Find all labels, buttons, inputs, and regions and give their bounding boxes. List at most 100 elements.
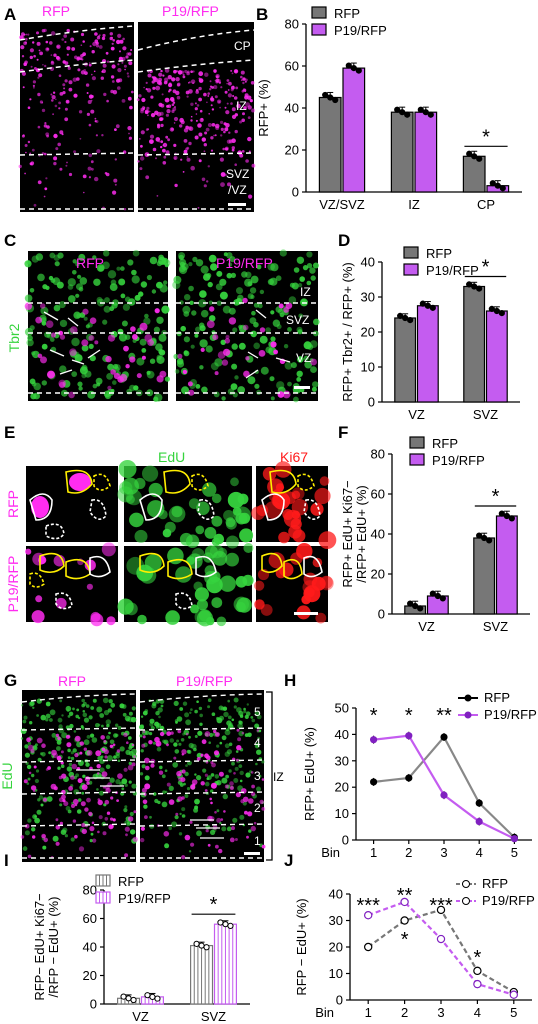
signal-dot	[139, 772, 144, 776]
signal-dot	[179, 812, 182, 816]
signal-dot	[234, 838, 238, 841]
x-tick-label: VZ	[408, 407, 425, 422]
signal-dot	[22, 86, 25, 89]
signal-dot	[70, 837, 75, 842]
signal-dot	[239, 324, 247, 333]
signal-dot	[138, 291, 144, 297]
signal-dot	[60, 750, 64, 754]
signal-dot	[59, 334, 66, 340]
data-point	[473, 966, 482, 976]
signal-dot	[196, 830, 202, 837]
signal-dot	[149, 732, 153, 736]
signal-dot	[50, 332, 57, 338]
signal-dot	[199, 339, 208, 348]
signal-dot	[72, 77, 78, 82]
signal-dot	[51, 99, 54, 102]
signal-dot	[237, 386, 246, 394]
signal-dot	[115, 754, 121, 759]
signal-dot	[168, 799, 175, 805]
signal-dot	[223, 252, 228, 257]
signal-dot	[166, 109, 171, 114]
signal-dot	[26, 338, 34, 347]
data-point	[407, 317, 414, 324]
data-point	[405, 774, 413, 782]
signal-dot	[33, 54, 36, 58]
signal-dot	[37, 798, 41, 802]
signal-dot	[21, 71, 26, 76]
signal-dot	[204, 131, 208, 135]
signal-dot	[82, 174, 87, 179]
signal-dot	[80, 32, 85, 37]
signal-dot	[29, 162, 33, 166]
signal-dot	[199, 722, 203, 726]
signal-dot	[124, 805, 128, 809]
signal-dot	[75, 714, 79, 719]
signal-dot	[23, 33, 26, 36]
signal-dot	[131, 762, 136, 767]
signal-dot	[194, 587, 209, 602]
signal-dot	[54, 104, 58, 108]
signal-dot	[260, 366, 269, 375]
signal-dot	[145, 88, 148, 91]
signal-dot	[80, 801, 86, 807]
signal-dot	[112, 190, 117, 195]
signal-dot	[32, 814, 37, 820]
signal-dot	[34, 817, 40, 824]
signal-dot	[62, 827, 68, 833]
signal-dot	[219, 575, 236, 592]
data-point	[476, 532, 483, 539]
signal-dot	[254, 383, 260, 389]
signal-dot	[181, 749, 187, 755]
signal-dot	[159, 117, 163, 122]
signal-dot	[168, 826, 172, 831]
significance-marker: *	[482, 126, 490, 148]
signal-dot	[237, 737, 242, 742]
signal-dot	[110, 388, 115, 393]
signal-dot	[260, 604, 273, 616]
signal-dot	[195, 119, 198, 122]
signal-dot	[182, 305, 191, 314]
signal-dot	[224, 784, 229, 789]
signal-dot	[42, 284, 48, 290]
signal-dot	[30, 65, 33, 68]
signal-dot	[127, 52, 132, 56]
signal-dot	[188, 850, 192, 853]
panel-a-cell-signal	[18, 28, 256, 211]
signal-dot	[55, 55, 60, 60]
panel-letter-c: C	[4, 231, 16, 250]
signal-dot	[124, 826, 130, 832]
signal-dot	[111, 64, 116, 69]
signal-dot	[41, 108, 46, 113]
data-point	[222, 921, 229, 928]
signal-dot	[310, 275, 316, 281]
data-point	[486, 537, 493, 544]
significance-marker: *	[370, 705, 378, 727]
signal-dot	[256, 264, 262, 270]
signal-dot	[109, 32, 114, 36]
signal-dot	[231, 107, 236, 112]
signal-dot	[211, 493, 222, 504]
data-point	[364, 911, 373, 920]
signal-dot	[89, 62, 91, 64]
signal-dot	[78, 386, 83, 391]
signal-dot	[226, 535, 239, 549]
signal-dot	[129, 384, 136, 392]
signal-dot	[58, 724, 63, 729]
signal-dot	[219, 278, 227, 286]
signal-dot	[37, 353, 43, 359]
signal-dot	[95, 377, 103, 385]
x-tick-label: 3	[440, 845, 447, 860]
signal-dot	[177, 796, 183, 802]
signal-dot	[86, 583, 93, 590]
signal-dot	[226, 79, 230, 82]
signal-dot	[296, 370, 303, 377]
signal-dot	[224, 146, 229, 151]
signal-dot	[109, 744, 114, 748]
data-point	[327, 94, 334, 101]
signal-dot	[146, 106, 150, 110]
signal-dot	[105, 719, 112, 725]
signal-dot	[23, 62, 28, 66]
signal-dot	[129, 356, 136, 363]
signal-dot	[54, 261, 60, 267]
signal-dot	[258, 350, 266, 357]
